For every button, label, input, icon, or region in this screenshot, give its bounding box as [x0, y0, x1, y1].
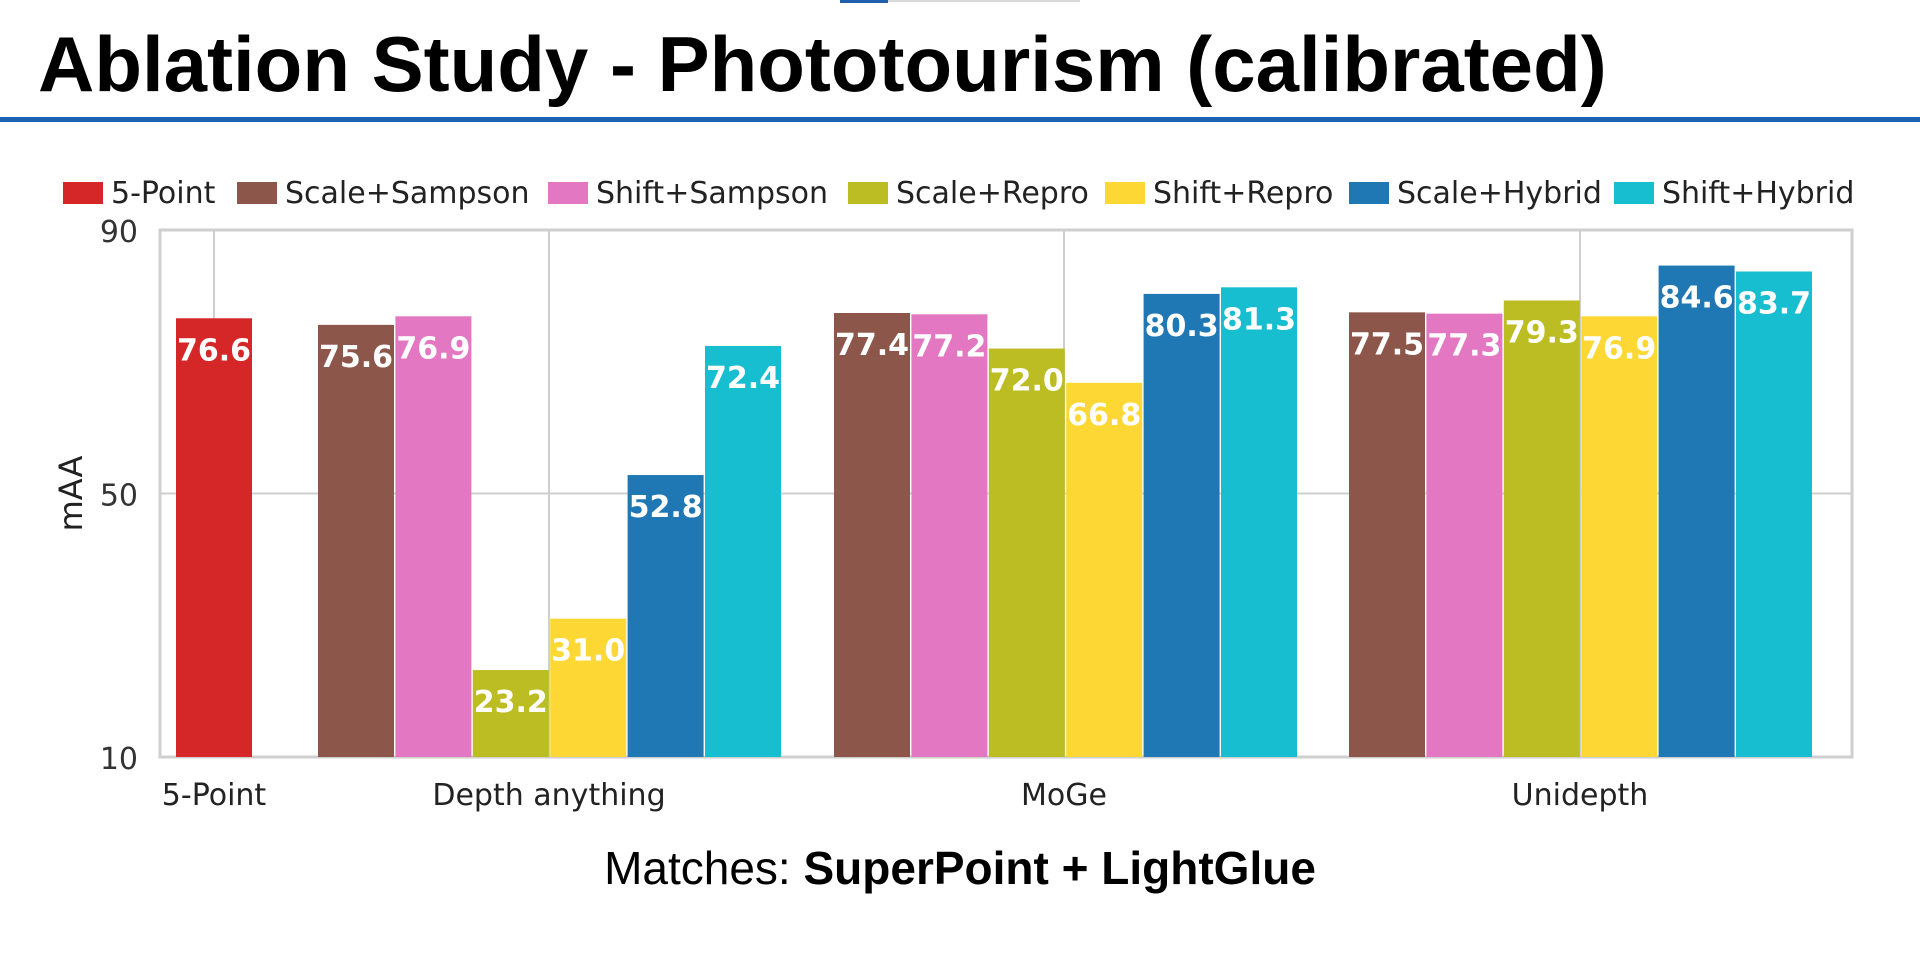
bar-value-label: 75.6: [319, 340, 393, 375]
legend-swatch: [848, 182, 888, 204]
bar: [1426, 313, 1503, 757]
y-tick-label: 10: [100, 742, 138, 777]
bar-value-label: 83.7: [1737, 287, 1811, 322]
bar-value-label: 81.3: [1222, 302, 1296, 337]
y-axis-label: mAA: [52, 455, 90, 531]
bar: [472, 670, 549, 757]
bar-value-label: 72.4: [706, 361, 780, 396]
bar-value-label: 52.8: [629, 490, 703, 525]
title-divider: [0, 117, 1920, 122]
y-tick-label: 90: [100, 215, 138, 250]
chart-subtitle: Matches: SuperPoint + LightGlue: [0, 840, 1920, 896]
bar-value-label: 84.6: [1660, 281, 1734, 316]
x-tick-label: MoGe: [1021, 778, 1107, 813]
bar-value-label: 77.2: [912, 329, 986, 364]
bar: [988, 348, 1065, 757]
legend-swatch: [1349, 182, 1389, 204]
bar: [1503, 300, 1580, 757]
x-tick-label: 5-Point: [162, 778, 267, 813]
bar: [1066, 382, 1143, 757]
bar-value-label: 76.9: [396, 331, 470, 366]
bar: [176, 318, 252, 757]
legend-swatch: [1105, 182, 1145, 204]
legend-swatch: [548, 182, 588, 204]
bar: [1221, 287, 1297, 757]
bar: [1581, 316, 1658, 757]
bar-chart: 10 50 90 mAA 5-Point Depth anything MoGe Unidep…: [52, 176, 1854, 813]
bar-value-label: 80.3: [1145, 309, 1219, 344]
legend-label: Scale+Sampson: [285, 176, 530, 211]
bar-value-label: 66.8: [1067, 398, 1141, 433]
legend-label: Shift+Repro: [1153, 176, 1333, 211]
legend-label: Scale+Hybrid: [1397, 176, 1602, 211]
subtitle-method: SuperPoint + LightGlue: [803, 842, 1316, 894]
top-accent-line: [888, 0, 1080, 2]
bar: [911, 314, 988, 757]
bar-value-label: 31.0: [551, 634, 625, 669]
bar-value-label: 79.3: [1505, 315, 1579, 350]
bar-value-label: 77.3: [1427, 329, 1501, 364]
legend-label: Scale+Repro: [896, 176, 1089, 211]
y-tick-label: 50: [100, 479, 138, 514]
top-accent: [840, 0, 888, 3]
bar-value-label: 77.4: [835, 328, 909, 363]
bar: [1736, 271, 1812, 757]
bar: [834, 313, 910, 757]
bar-value-label: 23.2: [474, 685, 548, 720]
x-tick-label: Depth anything: [432, 778, 665, 813]
legend-swatch: [1614, 182, 1654, 204]
bar: [550, 618, 627, 757]
bar-value-label: 76.6: [177, 333, 251, 368]
legend-label: 5-Point: [111, 176, 216, 211]
legend-swatch: [237, 182, 277, 204]
bar-value-label: 72.0: [990, 364, 1064, 399]
subtitle-prefix: Matches:: [604, 842, 804, 894]
bar-value-label: 77.5: [1350, 327, 1424, 362]
bar: [395, 316, 472, 757]
legend-swatch: [63, 182, 103, 204]
bar: [1658, 265, 1735, 757]
bar: [627, 475, 704, 757]
x-tick-label: Unidepth: [1512, 778, 1649, 813]
bar: [705, 345, 781, 757]
bar: [1349, 312, 1425, 757]
legend-label: Shift+Hybrid: [1662, 176, 1854, 211]
bar: [1143, 293, 1220, 757]
legend-label: Shift+Sampson: [596, 176, 828, 211]
bar: [318, 324, 394, 757]
page-title: Ablation Study - Phototourism (calibrate…: [38, 20, 1607, 108]
bar-value-label: 76.9: [1582, 331, 1656, 366]
